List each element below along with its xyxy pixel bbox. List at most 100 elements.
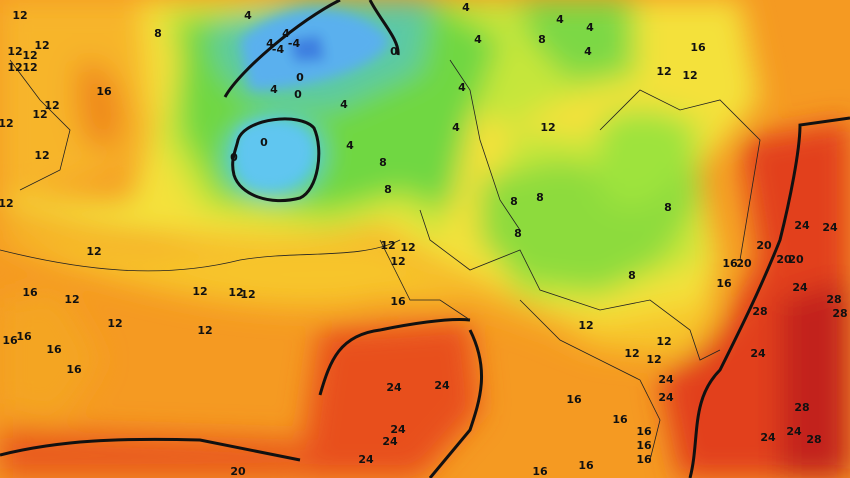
contour-label: 8 [628,269,636,282]
contour-label: 8 [510,195,518,208]
contour-label: 24 [386,381,402,394]
contour-label: 24 [822,221,838,234]
contour-label: 12 [7,61,22,74]
contour-label: 24 [750,347,766,360]
contour-label: 12 [0,117,14,130]
contour-label: 12 [578,319,593,332]
contour-label: 16 [716,277,732,290]
contour-label: 16 [390,295,406,308]
contour-label: 24 [434,379,450,392]
contour-label: 12 [22,61,37,74]
contour-label: 12 [44,99,59,112]
contour-label: 12 [540,121,555,134]
contour-label: 4 [586,21,594,34]
contour-label: 16 [578,459,594,472]
contour-label: 24 [358,453,374,466]
contour-label: 0 [230,151,238,164]
contour-label: 8 [536,191,544,204]
contour-label: 12 [380,239,395,252]
contour-label: 12 [34,39,49,52]
contour-label: 16 [722,257,738,270]
contour-label: 16 [636,439,652,452]
contour-label: 8 [384,183,392,196]
contour-label: 0 [260,136,268,149]
contour-label: 12 [390,255,405,268]
contour-label: 16 [66,363,82,376]
contour-label: 12 [32,108,47,121]
contour-label: 24 [382,435,398,448]
contour-label: 24 [658,373,674,386]
contour-label: 4 [458,81,466,94]
contour-label: 12 [0,197,14,210]
contour-label: 8 [379,156,387,169]
contour-label: 12 [400,241,415,254]
contour-label: 12 [12,9,27,22]
contour-label: 8 [538,33,546,46]
contour-label: 16 [22,286,38,299]
contour-label: 4 [584,45,592,58]
contour-label: 4 [474,33,482,46]
contour-label: 12 [107,317,122,330]
contour-label: 20 [230,465,246,478]
contour-label: 28 [806,433,821,446]
contour-label: 24 [760,431,776,444]
contour-label: 16 [2,334,18,347]
contour-label: 12 [682,69,697,82]
contour-label: 4 [462,1,470,14]
contour-label: -4 [288,37,301,50]
contour-label: 24 [786,425,802,438]
contour-label: 28 [832,307,847,320]
contour-label: 28 [752,305,767,318]
contour-label: 12 [240,288,255,301]
contour-label: 20 [756,239,772,252]
contour-label: 12 [197,324,212,337]
contour-label: 24 [658,391,674,404]
contour-label: 4 [340,98,348,111]
contour-label: 12 [624,347,639,360]
contour-label: 12 [34,149,49,162]
contour-label: 12 [7,45,22,58]
contour-label: 12 [22,49,37,62]
contour-label: 24 [390,423,406,436]
contour-label: 16 [16,330,32,343]
contour-label: 12 [656,65,671,78]
contour-label: 4 [282,27,290,40]
contour-label: 16 [612,413,628,426]
contour-label: 24 [794,219,810,232]
contour-label: 4 [270,83,278,96]
contour-label: 16 [532,465,548,478]
contour-label: 12 [228,286,243,299]
contour-label: -4 [272,43,285,56]
contour-label: 12 [86,245,101,258]
contour-label: 12 [192,285,207,298]
contour-label: 4 [452,121,460,134]
contour-label: 4 [556,13,564,26]
contour-label: 12 [646,353,661,366]
contour-label: 8 [154,27,162,40]
contour-label: 12 [656,335,671,348]
contour-label: 4 [266,37,274,50]
contour-label: 20 [788,253,804,266]
contour-label: 4 [346,139,354,152]
contour-label: 0 [296,71,304,84]
contour-label: 16 [636,453,652,466]
contour-label: 0 [390,45,398,58]
contour-label: 16 [636,425,652,438]
contour-label: 28 [826,293,841,306]
contour-label: 16 [690,41,706,54]
contour-label: 28 [794,401,809,414]
contour-label: 20 [776,253,792,266]
contour-label: 0 [294,88,302,101]
contour-label: 8 [514,227,522,240]
contour-label: 8 [664,201,672,214]
contour-label: 20 [736,257,752,270]
contour-label: 16 [566,393,582,406]
contour-label: 24 [792,281,808,294]
contour-label: 16 [46,343,62,356]
contour-label: 12 [64,293,79,306]
contour-label: 4 [244,9,252,22]
